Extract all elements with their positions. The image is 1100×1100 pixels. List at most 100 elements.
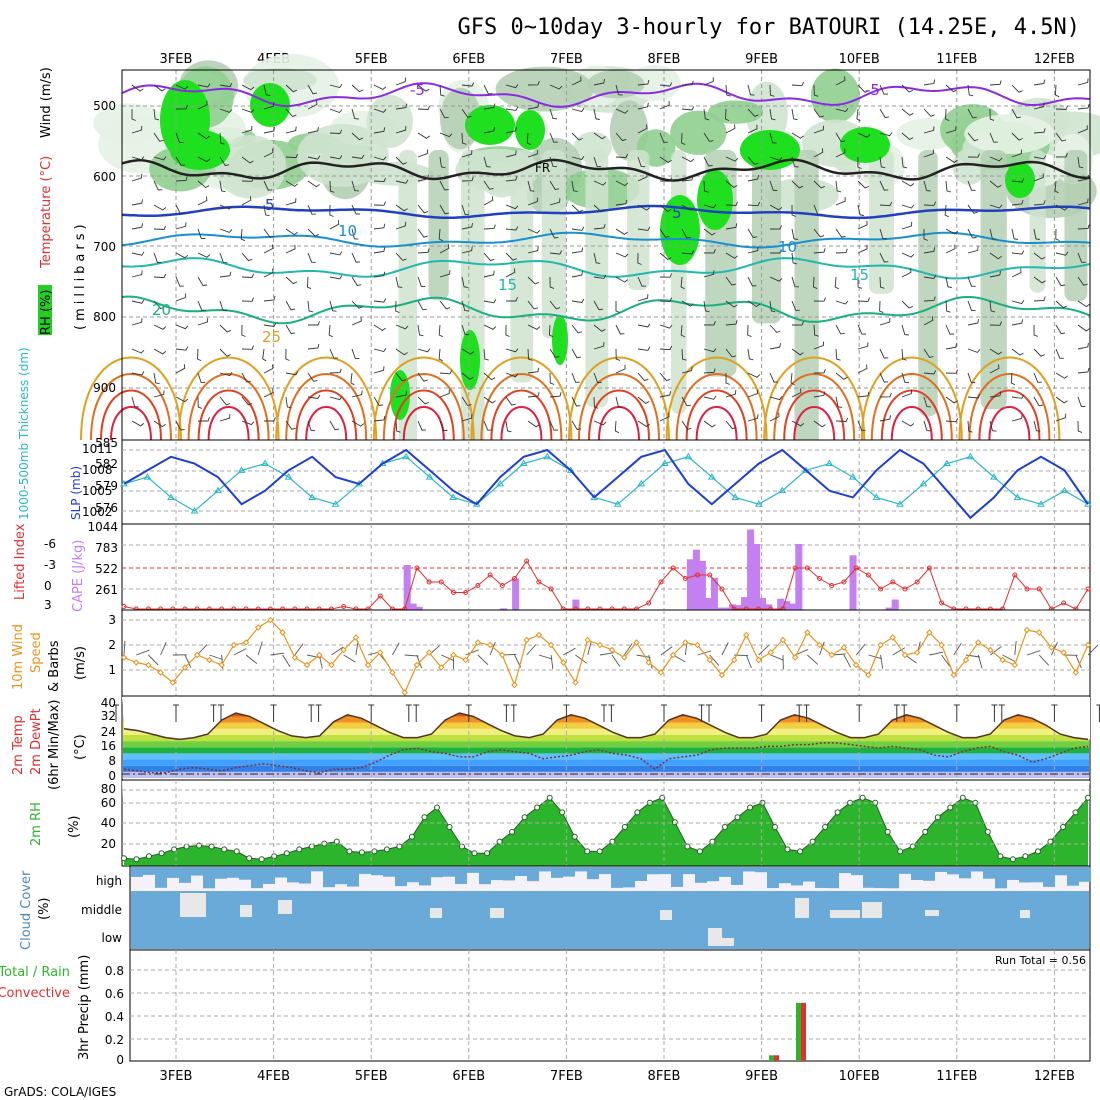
wind-barb xyxy=(483,299,497,304)
wind-barb xyxy=(901,268,912,278)
wind-barb xyxy=(263,127,275,134)
wind-barb xyxy=(483,348,489,361)
cloud-high-cell xyxy=(551,867,563,878)
wind-barb xyxy=(923,370,937,375)
wind-barb xyxy=(549,156,558,168)
wind-barb xyxy=(527,276,539,285)
cape-tick-1044: 1044 xyxy=(87,520,118,534)
dewpt-label: 2m DewPt xyxy=(29,708,44,775)
wind-barb xyxy=(989,228,997,240)
wind-barb xyxy=(153,204,167,211)
wind-barb xyxy=(989,252,1002,260)
wind-barb xyxy=(879,415,892,422)
wind-speed-series xyxy=(120,616,1099,696)
wind-barb xyxy=(725,373,730,385)
wind-barb xyxy=(703,156,713,167)
wind-barb xyxy=(813,276,818,290)
wind-barb xyxy=(373,84,387,91)
wind-barb xyxy=(373,127,386,134)
dewpt-line xyxy=(123,742,1089,774)
rh-tick-60: 60 xyxy=(101,796,116,810)
wind10m-point xyxy=(682,639,689,646)
wind-barb xyxy=(571,298,585,303)
wind-barb xyxy=(725,389,737,398)
wind-barb xyxy=(240,228,245,242)
wind-barb xyxy=(263,268,274,278)
wind-barb xyxy=(329,180,335,193)
cloud-high-cell xyxy=(887,867,899,889)
wind-barb xyxy=(548,324,554,338)
wind10m-point xyxy=(547,641,555,649)
wind-barb xyxy=(219,108,233,113)
contour-label-t10b: 10 xyxy=(778,238,797,256)
wind-barb xyxy=(945,156,958,163)
wind-barb xyxy=(615,276,628,283)
wind10m-barb xyxy=(282,654,291,668)
wind-barb xyxy=(923,126,935,134)
wind-barb xyxy=(351,390,363,398)
wind-barb xyxy=(901,324,909,336)
cloud-high-cell xyxy=(431,867,443,878)
wind10m-barb xyxy=(587,641,592,656)
li-point xyxy=(536,579,542,585)
rh-point xyxy=(571,833,578,840)
wind10m-barb xyxy=(245,654,258,665)
wind-barb xyxy=(571,76,582,86)
cloud-high-cell xyxy=(683,867,695,875)
contour-warm xyxy=(568,356,670,441)
bottom-date-label: 6FEB xyxy=(452,1069,485,1084)
wind-barb xyxy=(285,244,296,254)
wind-barb xyxy=(1077,156,1084,169)
wind-barb xyxy=(461,223,473,230)
bottom-date-label: 4FEB xyxy=(257,1069,290,1084)
wind-barb xyxy=(901,221,913,230)
li-point xyxy=(512,576,517,581)
wind-barb xyxy=(1033,396,1044,407)
wind-barb xyxy=(703,348,717,353)
wind-barb xyxy=(681,156,695,163)
wind-barb xyxy=(153,156,167,161)
temp-band xyxy=(123,759,1089,766)
wind-barb xyxy=(835,248,848,254)
temp-unit-label: (°C) xyxy=(73,734,88,760)
rh-plume xyxy=(541,150,567,339)
wind-barb xyxy=(769,412,780,422)
rh-high-blob xyxy=(840,127,890,163)
li-point xyxy=(646,600,652,606)
bottom-date-axis: 3FEB 4FEB 5FEB 6FEB 7FEB 8FEB 9FEB 10FEB 11FEB 12… xyxy=(160,1069,1075,1084)
wind-barb xyxy=(483,224,496,230)
wind-barb xyxy=(505,106,519,111)
wind10m-barb xyxy=(721,642,729,656)
top-date-label: 7FEB xyxy=(550,52,583,67)
contour-10 xyxy=(121,231,1091,249)
contour-warm xyxy=(100,389,162,441)
wind-barb xyxy=(879,276,885,289)
p-tick-600: 600 xyxy=(93,170,116,184)
cloud-gap xyxy=(830,910,860,918)
wind-barb xyxy=(351,108,359,120)
li-point xyxy=(341,604,347,609)
wind-barb xyxy=(329,368,342,374)
thickness-point xyxy=(1060,486,1069,494)
contour-warm xyxy=(392,389,455,441)
wind-barb xyxy=(659,372,671,382)
cloud-high-cell xyxy=(851,867,863,876)
rh-plume xyxy=(460,150,485,453)
wind-barb xyxy=(1011,178,1025,183)
contour-20 xyxy=(121,295,1091,325)
wind-barb xyxy=(593,300,604,311)
rh-tick-40: 40 xyxy=(101,816,116,830)
wind-barb xyxy=(571,348,581,359)
wind-barb xyxy=(857,180,869,189)
bottom-date-label: 5FEB xyxy=(355,1069,388,1084)
wind10m-point xyxy=(926,629,933,636)
li-point xyxy=(475,583,481,588)
cloud-high-cell xyxy=(215,867,227,879)
wind-barb xyxy=(549,372,555,385)
cape-bar xyxy=(710,577,718,610)
wind-barb xyxy=(219,252,228,264)
wind-barb xyxy=(571,271,583,278)
wind10m-point xyxy=(450,651,457,659)
wind-barb xyxy=(703,249,716,254)
cloud-cover-label: Cloud Cover xyxy=(19,870,34,950)
